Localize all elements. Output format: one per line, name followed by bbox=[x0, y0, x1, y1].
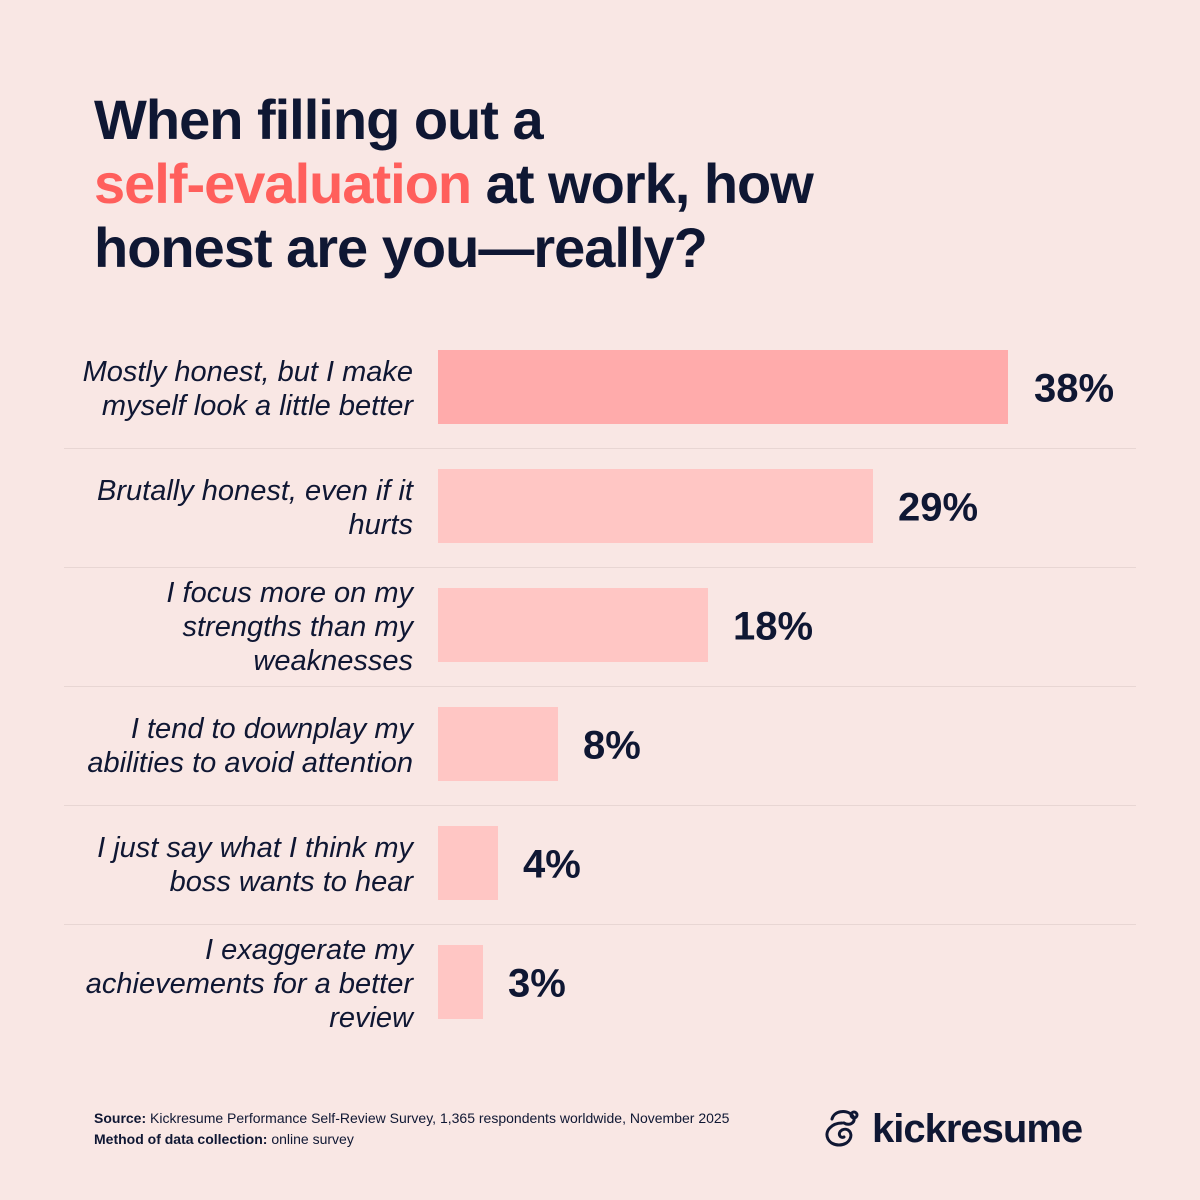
category-label: I focus more on my strengths than my wea… bbox=[166, 577, 413, 677]
method-note: Method of data collection: online survey bbox=[94, 1131, 354, 1147]
chart-row: Brutally honest, even if it hurts 29% bbox=[64, 449, 1136, 568]
value-label: 38% bbox=[1034, 366, 1115, 411]
title-line-3: honest are you—really? bbox=[94, 216, 708, 279]
chart-title: When filling out a self-evaluation at wo… bbox=[94, 88, 994, 280]
kickresume-logo: kickresume bbox=[820, 1105, 1083, 1154]
bar bbox=[438, 588, 708, 662]
chameleon-logo-icon bbox=[820, 1105, 864, 1154]
title-line-2: at work, how bbox=[471, 152, 814, 215]
category-label: I just say what I think my boss wants to… bbox=[97, 832, 413, 898]
value-label: 4% bbox=[523, 842, 581, 887]
chart-row: I focus more on my strengths than my wea… bbox=[64, 568, 1136, 687]
bar bbox=[438, 826, 498, 900]
category-label: I exaggerate my achievements for a bette… bbox=[85, 934, 413, 1034]
bar bbox=[438, 469, 873, 543]
value-label: 18% bbox=[733, 604, 814, 649]
source-note: Source: Kickresume Performance Self-Revi… bbox=[94, 1110, 730, 1126]
chart-row: I tend to downplay my abilities to avoid… bbox=[64, 687, 1136, 806]
category-label: Brutally honest, even if it hurts bbox=[97, 475, 413, 541]
chart-row: Mostly honest, but I make myself look a … bbox=[64, 330, 1136, 449]
value-label: 3% bbox=[508, 961, 566, 1006]
bar bbox=[438, 707, 558, 781]
value-label: 8% bbox=[583, 723, 641, 768]
category-label: Mostly honest, but I make myself look a … bbox=[82, 356, 413, 422]
bar-chart: Mostly honest, but I make myself look a … bbox=[64, 330, 1136, 1043]
footer-notes: Source: Kickresume Performance Self-Revi… bbox=[94, 1108, 729, 1150]
chart-row: I exaggerate my achievements for a bette… bbox=[64, 925, 1136, 1043]
value-label: 29% bbox=[898, 485, 979, 530]
chart-row: I just say what I think my boss wants to… bbox=[64, 806, 1136, 925]
category-label: I tend to downplay my abilities to avoid… bbox=[87, 713, 413, 779]
logo-text: kickresume bbox=[872, 1107, 1083, 1151]
title-highlight: self-evaluation bbox=[94, 152, 472, 215]
bar bbox=[438, 945, 483, 1019]
title-line-1: When filling out a bbox=[94, 88, 544, 151]
bar bbox=[438, 350, 1008, 424]
